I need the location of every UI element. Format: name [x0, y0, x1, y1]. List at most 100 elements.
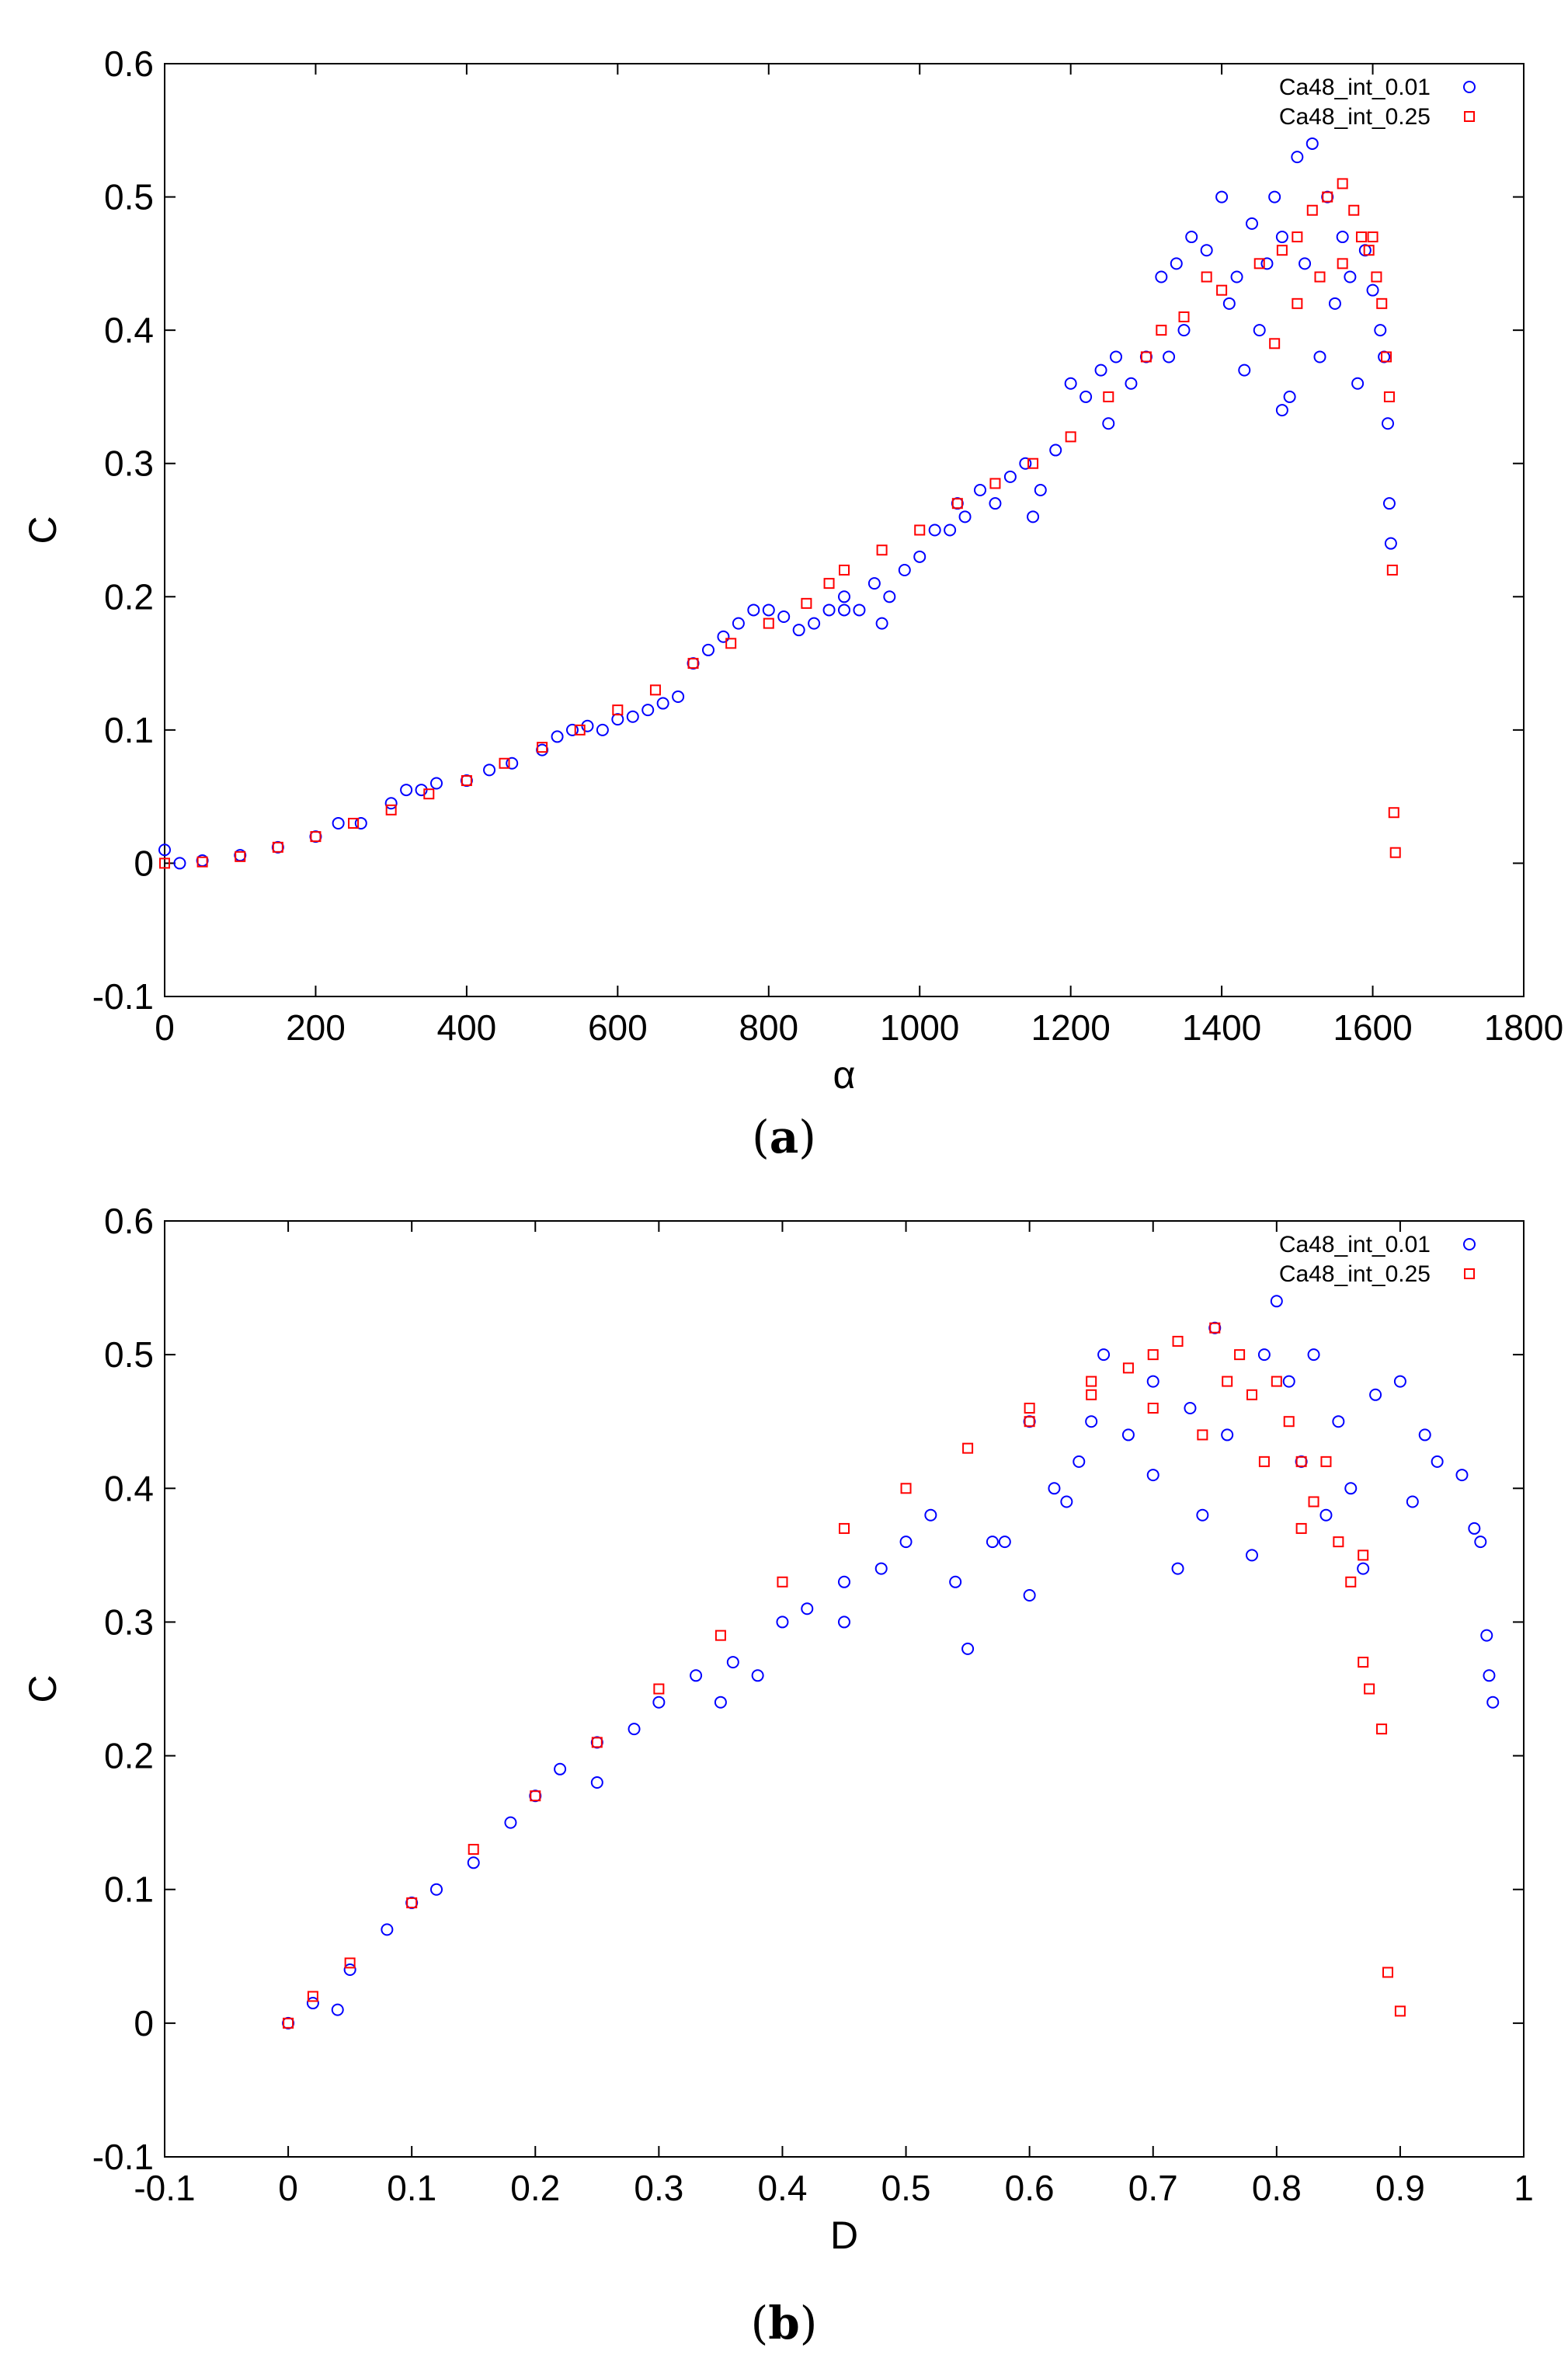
x-tick-label: 0.3: [634, 2168, 683, 2208]
legend-marker: [1464, 1268, 1475, 1279]
data-point: [1125, 377, 1138, 390]
data-point: [1348, 204, 1360, 216]
y-tick-label: 0.1: [104, 710, 154, 750]
data-point: [1314, 271, 1326, 283]
y-tick-label: 0.3: [104, 1602, 154, 1642]
data-point: [271, 840, 284, 854]
data-point: [1085, 1415, 1098, 1428]
data-point: [554, 1762, 567, 1776]
data-point: [1384, 537, 1397, 550]
data-point: [1292, 231, 1303, 243]
data-point: [590, 1776, 603, 1789]
data-point: [1418, 1428, 1431, 1442]
data-point: [1122, 1362, 1134, 1374]
y-tick-label: 0.1: [104, 1869, 154, 1910]
data-point: [1358, 244, 1372, 257]
data-point: [483, 763, 496, 777]
y-tick-label: 0: [134, 843, 154, 883]
data-point: [1147, 1403, 1159, 1414]
data-point: [196, 856, 208, 868]
data-point: [1222, 297, 1236, 310]
data-point: [777, 610, 791, 624]
y-tick-label: 0.2: [104, 1736, 154, 1776]
data-point: [690, 1669, 703, 1682]
data-point: [430, 777, 443, 790]
data-point: [687, 657, 700, 670]
x-tick-label: 0.6: [1005, 2168, 1055, 2208]
data-point: [1358, 1549, 1369, 1561]
data-point: [687, 658, 699, 670]
x-tick-label: 0: [278, 2168, 298, 2208]
data-point: [1382, 1967, 1393, 1978]
data-point: [1060, 1495, 1073, 1508]
y-tick-label: 0.3: [104, 443, 154, 484]
data-point: [1333, 1536, 1344, 1548]
data-point: [1019, 457, 1032, 470]
data-point: [1156, 325, 1167, 336]
data-point: [1376, 297, 1388, 309]
data-point: [1344, 1482, 1358, 1495]
data-point: [1276, 245, 1288, 256]
data-point: [1110, 350, 1122, 363]
data-point: [1177, 324, 1191, 337]
data-point: [423, 788, 435, 800]
data-point: [499, 757, 510, 769]
data-point: [1351, 377, 1365, 390]
data-point: [467, 1856, 480, 1869]
y-tick-label: 0.6: [104, 1201, 154, 1241]
data-point: [876, 544, 888, 556]
data-point: [590, 1736, 603, 1749]
data-point: [653, 1683, 665, 1695]
y-axis-label: C: [21, 1675, 64, 1702]
data-point: [1246, 1389, 1257, 1400]
y-tick-label: -0.1: [92, 2137, 154, 2177]
x-tick-label: 400: [437, 1007, 497, 1048]
data-point: [331, 2003, 344, 2016]
data-point: [1172, 1335, 1184, 1347]
data-point: [384, 797, 398, 810]
data-point: [652, 1696, 666, 1709]
data-point: [914, 524, 926, 536]
data-point: [989, 497, 1002, 510]
data-point: [961, 1642, 975, 1655]
data-point: [1027, 457, 1039, 469]
data-point: [1295, 1522, 1307, 1534]
data-point: [641, 704, 655, 717]
data-point: [1253, 324, 1266, 337]
x-tick-label: 0.1: [387, 2168, 436, 2208]
data-point: [714, 1696, 727, 1709]
data-point: [1283, 1416, 1295, 1428]
data-point: [1306, 137, 1319, 150]
data-point: [1048, 1482, 1061, 1495]
y-tick-label: 0: [134, 2003, 154, 2043]
data-point: [1073, 1455, 1086, 1468]
data-point: [1146, 1469, 1159, 1482]
data-point: [1283, 390, 1296, 403]
scatter-chart-b: -0.1 0 0.1 0.2 0.3 0.4 0.5 0.6 0.7 0.8 0.9 1 -0.1 0 0.…: [21, 1201, 1534, 2257]
data-point: [400, 784, 413, 797]
legend: Ca48_int_0.01 Ca48_int_0.25: [1279, 1232, 1476, 1287]
y-tick-label: 0.4: [104, 1468, 154, 1508]
data-point: [430, 1883, 443, 1896]
data-point: [1208, 1321, 1222, 1334]
data-point: [1364, 1683, 1375, 1695]
data-point: [1295, 1455, 1308, 1468]
data-point: [838, 603, 850, 617]
data-point: [1376, 1723, 1388, 1735]
data-point: [747, 603, 760, 617]
data-point: [763, 617, 774, 629]
data-point: [1216, 284, 1228, 296]
data-point: [1455, 1469, 1469, 1482]
data-point: [1337, 178, 1348, 190]
data-point: [1064, 377, 1077, 390]
data-point: [1388, 807, 1399, 819]
data-point: [838, 1616, 850, 1629]
data-point: [628, 1723, 641, 1736]
x-tick-label: -0.1: [134, 2168, 195, 2208]
data-point: [1486, 1696, 1500, 1709]
data-point: [1332, 1415, 1345, 1428]
y-tick-label: 0.5: [104, 177, 154, 217]
data-point: [344, 1957, 356, 1969]
data-point: [626, 710, 639, 723]
data-point: [1146, 1375, 1159, 1388]
